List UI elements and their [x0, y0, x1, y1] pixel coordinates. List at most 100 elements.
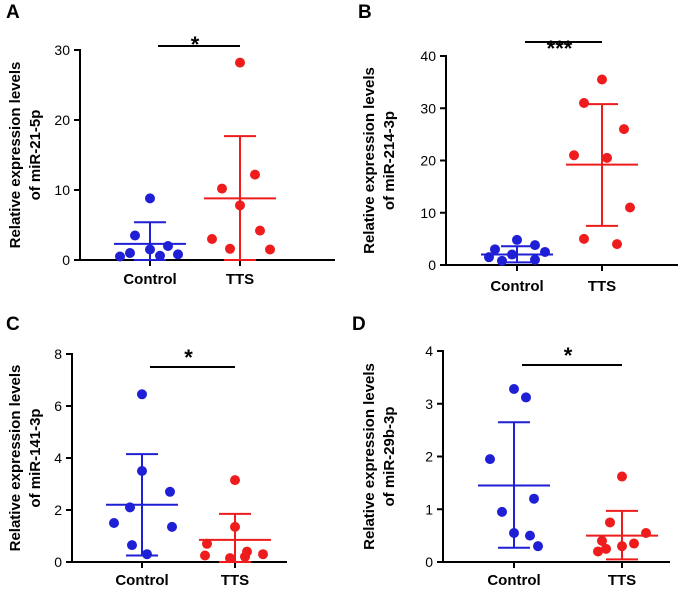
- y-tick-label: 10: [54, 182, 70, 198]
- panel-letter: B: [358, 2, 372, 23]
- y-axis-label-line1: Relative expression levels: [361, 67, 378, 254]
- x-tick-label-tts: TTS: [226, 271, 254, 288]
- x-tick-label-tts: TTS: [588, 278, 616, 295]
- data-point: [579, 98, 589, 109]
- data-point: [145, 193, 155, 204]
- y-tick-label: 20: [54, 112, 70, 128]
- data-point: [207, 234, 217, 244]
- data-point: [225, 553, 235, 564]
- data-point: [509, 527, 519, 538]
- data-point: [540, 246, 550, 257]
- series-control: [106, 389, 178, 560]
- data-point: [497, 255, 507, 266]
- data-point: [202, 538, 212, 549]
- y-axis-label: Relative expression levels of miR-214-3p: [361, 67, 398, 254]
- y-axis-label: Relative expression levels of miR-29b-3p: [361, 363, 398, 550]
- data-point: [612, 239, 622, 250]
- x-tick-label-control: Control: [123, 271, 176, 288]
- data-point: [225, 243, 235, 254]
- data-point: [509, 383, 519, 394]
- data-point: [165, 486, 175, 497]
- data-point: [507, 249, 517, 260]
- y-axis-label-line2: of miR-29b-3p: [381, 406, 398, 506]
- data-point: [530, 254, 540, 265]
- data-point: [605, 517, 615, 528]
- y-tick-label: 20: [420, 153, 436, 169]
- data-point: [130, 230, 140, 241]
- data-point: [593, 546, 603, 557]
- series-tts: [566, 74, 638, 250]
- data-point: [137, 389, 147, 400]
- data-point: [529, 493, 539, 504]
- data-point: [173, 249, 183, 260]
- data-point: [533, 541, 543, 552]
- data-point: [255, 225, 265, 236]
- data-point: [530, 240, 540, 251]
- data-point: [569, 150, 579, 161]
- series-tts: [204, 57, 276, 261]
- data-point: [601, 543, 611, 554]
- y-tick-label: 2: [425, 449, 433, 465]
- data-point: [230, 475, 240, 486]
- y-tick-label: 10: [420, 205, 436, 221]
- data-point: [217, 183, 227, 194]
- y-tick-label: 0: [54, 554, 62, 570]
- data-point: [125, 502, 135, 513]
- data-point: [142, 549, 152, 560]
- series-tts: [199, 475, 271, 564]
- significance-marker: ***: [547, 36, 573, 61]
- y-tick-label: 0: [425, 554, 433, 570]
- data-point: [485, 454, 495, 465]
- y-tick-label: 3: [425, 396, 433, 412]
- panel-letter: D: [352, 314, 366, 335]
- y-axis-label-line2: of miR-214-3p: [381, 111, 398, 210]
- chart-panel-c: C Relative expression levels of miR-141-3p…: [6, 314, 287, 589]
- data-point: [167, 521, 177, 532]
- x-tick-label-control: Control: [487, 572, 540, 589]
- data-point: [155, 250, 165, 261]
- y-tick-label: 4: [54, 450, 62, 466]
- data-point: [497, 506, 507, 517]
- data-point: [597, 74, 607, 85]
- data-point: [235, 200, 245, 211]
- data-point: [137, 466, 147, 476]
- y-axis-label-line1: Relative expression levels: [7, 365, 24, 552]
- data-point: [235, 57, 245, 68]
- chart-panel-d: D Relative expression levels of miR-29b-3p…: [352, 314, 670, 589]
- y-tick-label: 30: [54, 42, 70, 58]
- data-point: [597, 535, 607, 546]
- x-tick-label-tts: TTS: [221, 572, 249, 589]
- y-axis-label-line1: Relative expression levels: [361, 363, 378, 550]
- data-point: [115, 251, 125, 262]
- data-point: [230, 521, 240, 532]
- panel-letter: C: [6, 314, 20, 335]
- y-tick-label: 6: [54, 398, 62, 414]
- data-point: [265, 244, 275, 255]
- y-axis-label-line1: Relative expression levels: [7, 62, 24, 249]
- data-point: [490, 244, 500, 255]
- data-point: [525, 530, 535, 541]
- y-tick-label: 8: [54, 346, 62, 362]
- data-point: [521, 392, 531, 403]
- y-axis-label-line2: of miR-21-5p: [27, 110, 44, 201]
- y-axis-label: Relative expression levels of miR-141-3p: [7, 365, 44, 552]
- data-point: [145, 244, 155, 255]
- series-control: [478, 383, 550, 552]
- y-tick-label: 40: [420, 48, 436, 64]
- data-point: [109, 518, 119, 528]
- data-point: [579, 233, 589, 244]
- y-tick-label: 0: [428, 257, 436, 273]
- significance-marker: *: [184, 345, 193, 370]
- y-tick-label: 0: [62, 252, 70, 268]
- data-point: [258, 549, 268, 560]
- data-point: [619, 124, 629, 135]
- chart-panel-b: B Relative expression levels of miR-214-3p…: [358, 2, 678, 295]
- significance-marker: *: [191, 32, 200, 57]
- data-point: [602, 152, 612, 163]
- y-tick-label: 2: [54, 502, 62, 518]
- y-tick-label: 4: [425, 343, 433, 359]
- data-point: [125, 248, 135, 258]
- data-point: [629, 538, 639, 549]
- data-point: [163, 241, 173, 251]
